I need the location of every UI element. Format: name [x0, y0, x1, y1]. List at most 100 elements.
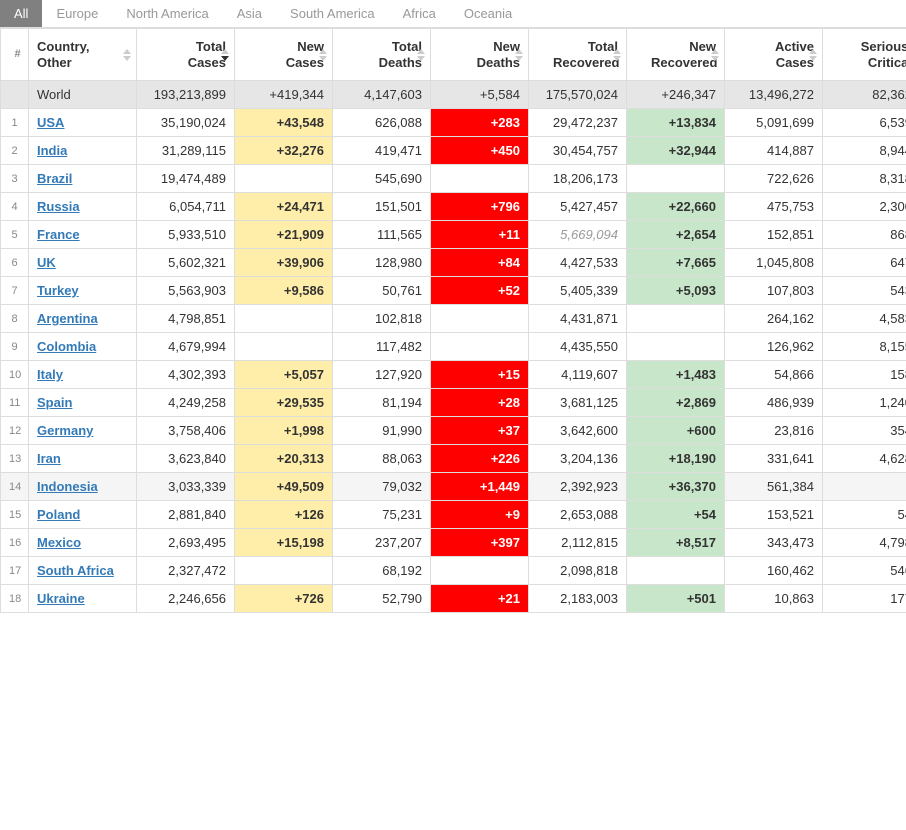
country-link[interactable]: Poland	[37, 507, 80, 522]
country-link[interactable]: Spain	[37, 395, 72, 410]
country-link[interactable]: France	[37, 227, 80, 242]
total-deaths: 81,194	[333, 389, 431, 417]
total-deaths: 75,231	[333, 501, 431, 529]
country-link[interactable]: Turkey	[37, 283, 79, 298]
new-cases: +9,586	[235, 277, 333, 305]
world-totalrecovered: 175,570,024	[529, 81, 627, 109]
region-tabs: AllEuropeNorth AmericaAsiaSouth AmericaA…	[0, 0, 906, 28]
country-link[interactable]: Indonesia	[37, 479, 98, 494]
new-deaths	[431, 305, 529, 333]
table-row: 14Indonesia3,033,339+49,50979,032+1,4492…	[1, 473, 906, 501]
country-link[interactable]: Russia	[37, 199, 80, 214]
new-cases: +32,276	[235, 137, 333, 165]
country-cell: Poland	[29, 501, 137, 529]
col-header-newcases[interactable]: New Cases	[235, 29, 333, 81]
new-deaths: +11	[431, 221, 529, 249]
table-row: 1USA35,190,024+43,548626,088+28329,472,2…	[1, 109, 906, 137]
serious-critical: 354	[823, 417, 906, 445]
table-row: 4Russia6,054,711+24,471151,501+7965,427,…	[1, 193, 906, 221]
col-header-totalcases[interactable]: Total Cases	[137, 29, 235, 81]
new-recovered	[627, 557, 725, 585]
col-header-activecases[interactable]: Active Cases	[725, 29, 823, 81]
new-recovered: +600	[627, 417, 725, 445]
new-deaths: +15	[431, 361, 529, 389]
country-link[interactable]: Mexico	[37, 535, 81, 550]
col-header-newrecovered[interactable]: New Recovered	[627, 29, 725, 81]
new-recovered: +7,665	[627, 249, 725, 277]
country-cell: South Africa	[29, 557, 137, 585]
serious-critical: 543	[823, 277, 906, 305]
total-recovered: 5,669,094	[529, 221, 627, 249]
col-header-country[interactable]: Country, Other	[29, 29, 137, 81]
new-cases	[235, 557, 333, 585]
new-recovered: +36,370	[627, 473, 725, 501]
col-header-newdeaths[interactable]: New Deaths	[431, 29, 529, 81]
total-cases: 35,190,024	[137, 109, 235, 137]
col-header-totaldeaths[interactable]: Total Deaths	[333, 29, 431, 81]
total-deaths: 102,818	[333, 305, 431, 333]
country-link[interactable]: Italy	[37, 367, 63, 382]
active-cases: 160,462	[725, 557, 823, 585]
col-header-seriouscritical[interactable]: Serious, Critical	[823, 29, 906, 81]
new-cases	[235, 165, 333, 193]
new-cases: +49,509	[235, 473, 333, 501]
active-cases: 561,384	[725, 473, 823, 501]
total-deaths: 91,990	[333, 417, 431, 445]
row-num: 3	[1, 165, 29, 193]
country-link[interactable]: Argentina	[37, 311, 98, 326]
tab-all[interactable]: All	[0, 0, 42, 27]
country-cell: France	[29, 221, 137, 249]
new-deaths: +796	[431, 193, 529, 221]
country-link[interactable]: Colombia	[37, 339, 96, 354]
country-link[interactable]: USA	[37, 115, 64, 130]
row-num: 18	[1, 585, 29, 613]
total-deaths: 151,501	[333, 193, 431, 221]
col-header-totalrecovered[interactable]: Total Recovered	[529, 29, 627, 81]
total-deaths: 52,790	[333, 585, 431, 613]
serious-critical: 54	[823, 501, 906, 529]
table-row: 13Iran3,623,840+20,31388,063+2263,204,13…	[1, 445, 906, 473]
country-link[interactable]: Germany	[37, 423, 93, 438]
tab-europe[interactable]: Europe	[42, 0, 112, 27]
tab-north-america[interactable]: North America	[112, 0, 222, 27]
total-deaths: 50,761	[333, 277, 431, 305]
tab-africa[interactable]: Africa	[389, 0, 450, 27]
serious-critical: 546	[823, 557, 906, 585]
new-recovered: +32,944	[627, 137, 725, 165]
table-row: 7Turkey5,563,903+9,58650,761+525,405,339…	[1, 277, 906, 305]
active-cases: 486,939	[725, 389, 823, 417]
world-newdeaths: +5,584	[431, 81, 529, 109]
new-cases	[235, 305, 333, 333]
country-link[interactable]: UK	[37, 255, 56, 270]
total-deaths: 127,920	[333, 361, 431, 389]
total-cases: 4,679,994	[137, 333, 235, 361]
country-link[interactable]: Ukraine	[37, 591, 85, 606]
country-link[interactable]: Iran	[37, 451, 61, 466]
total-cases: 3,033,339	[137, 473, 235, 501]
country-link[interactable]: South Africa	[37, 563, 114, 578]
country-link[interactable]: India	[37, 143, 67, 158]
total-cases: 2,246,656	[137, 585, 235, 613]
new-cases: +43,548	[235, 109, 333, 137]
row-num: 10	[1, 361, 29, 389]
new-cases: +29,535	[235, 389, 333, 417]
new-recovered	[627, 333, 725, 361]
country-link[interactable]: Brazil	[37, 171, 72, 186]
tab-asia[interactable]: Asia	[223, 0, 276, 27]
active-cases: 1,045,808	[725, 249, 823, 277]
country-cell: Ukraine	[29, 585, 137, 613]
table-row: 15Poland2,881,840+12675,231+92,653,088+5…	[1, 501, 906, 529]
new-recovered: +2,654	[627, 221, 725, 249]
tab-south-america[interactable]: South America	[276, 0, 389, 27]
new-deaths: +397	[431, 529, 529, 557]
tab-oceania[interactable]: Oceania	[450, 0, 526, 27]
total-deaths: 88,063	[333, 445, 431, 473]
total-deaths: 626,088	[333, 109, 431, 137]
new-deaths	[431, 165, 529, 193]
serious-critical	[823, 473, 906, 501]
active-cases: 153,521	[725, 501, 823, 529]
total-cases: 31,289,115	[137, 137, 235, 165]
serious-critical: 4,583	[823, 305, 906, 333]
new-cases: +39,906	[235, 249, 333, 277]
active-cases: 126,962	[725, 333, 823, 361]
